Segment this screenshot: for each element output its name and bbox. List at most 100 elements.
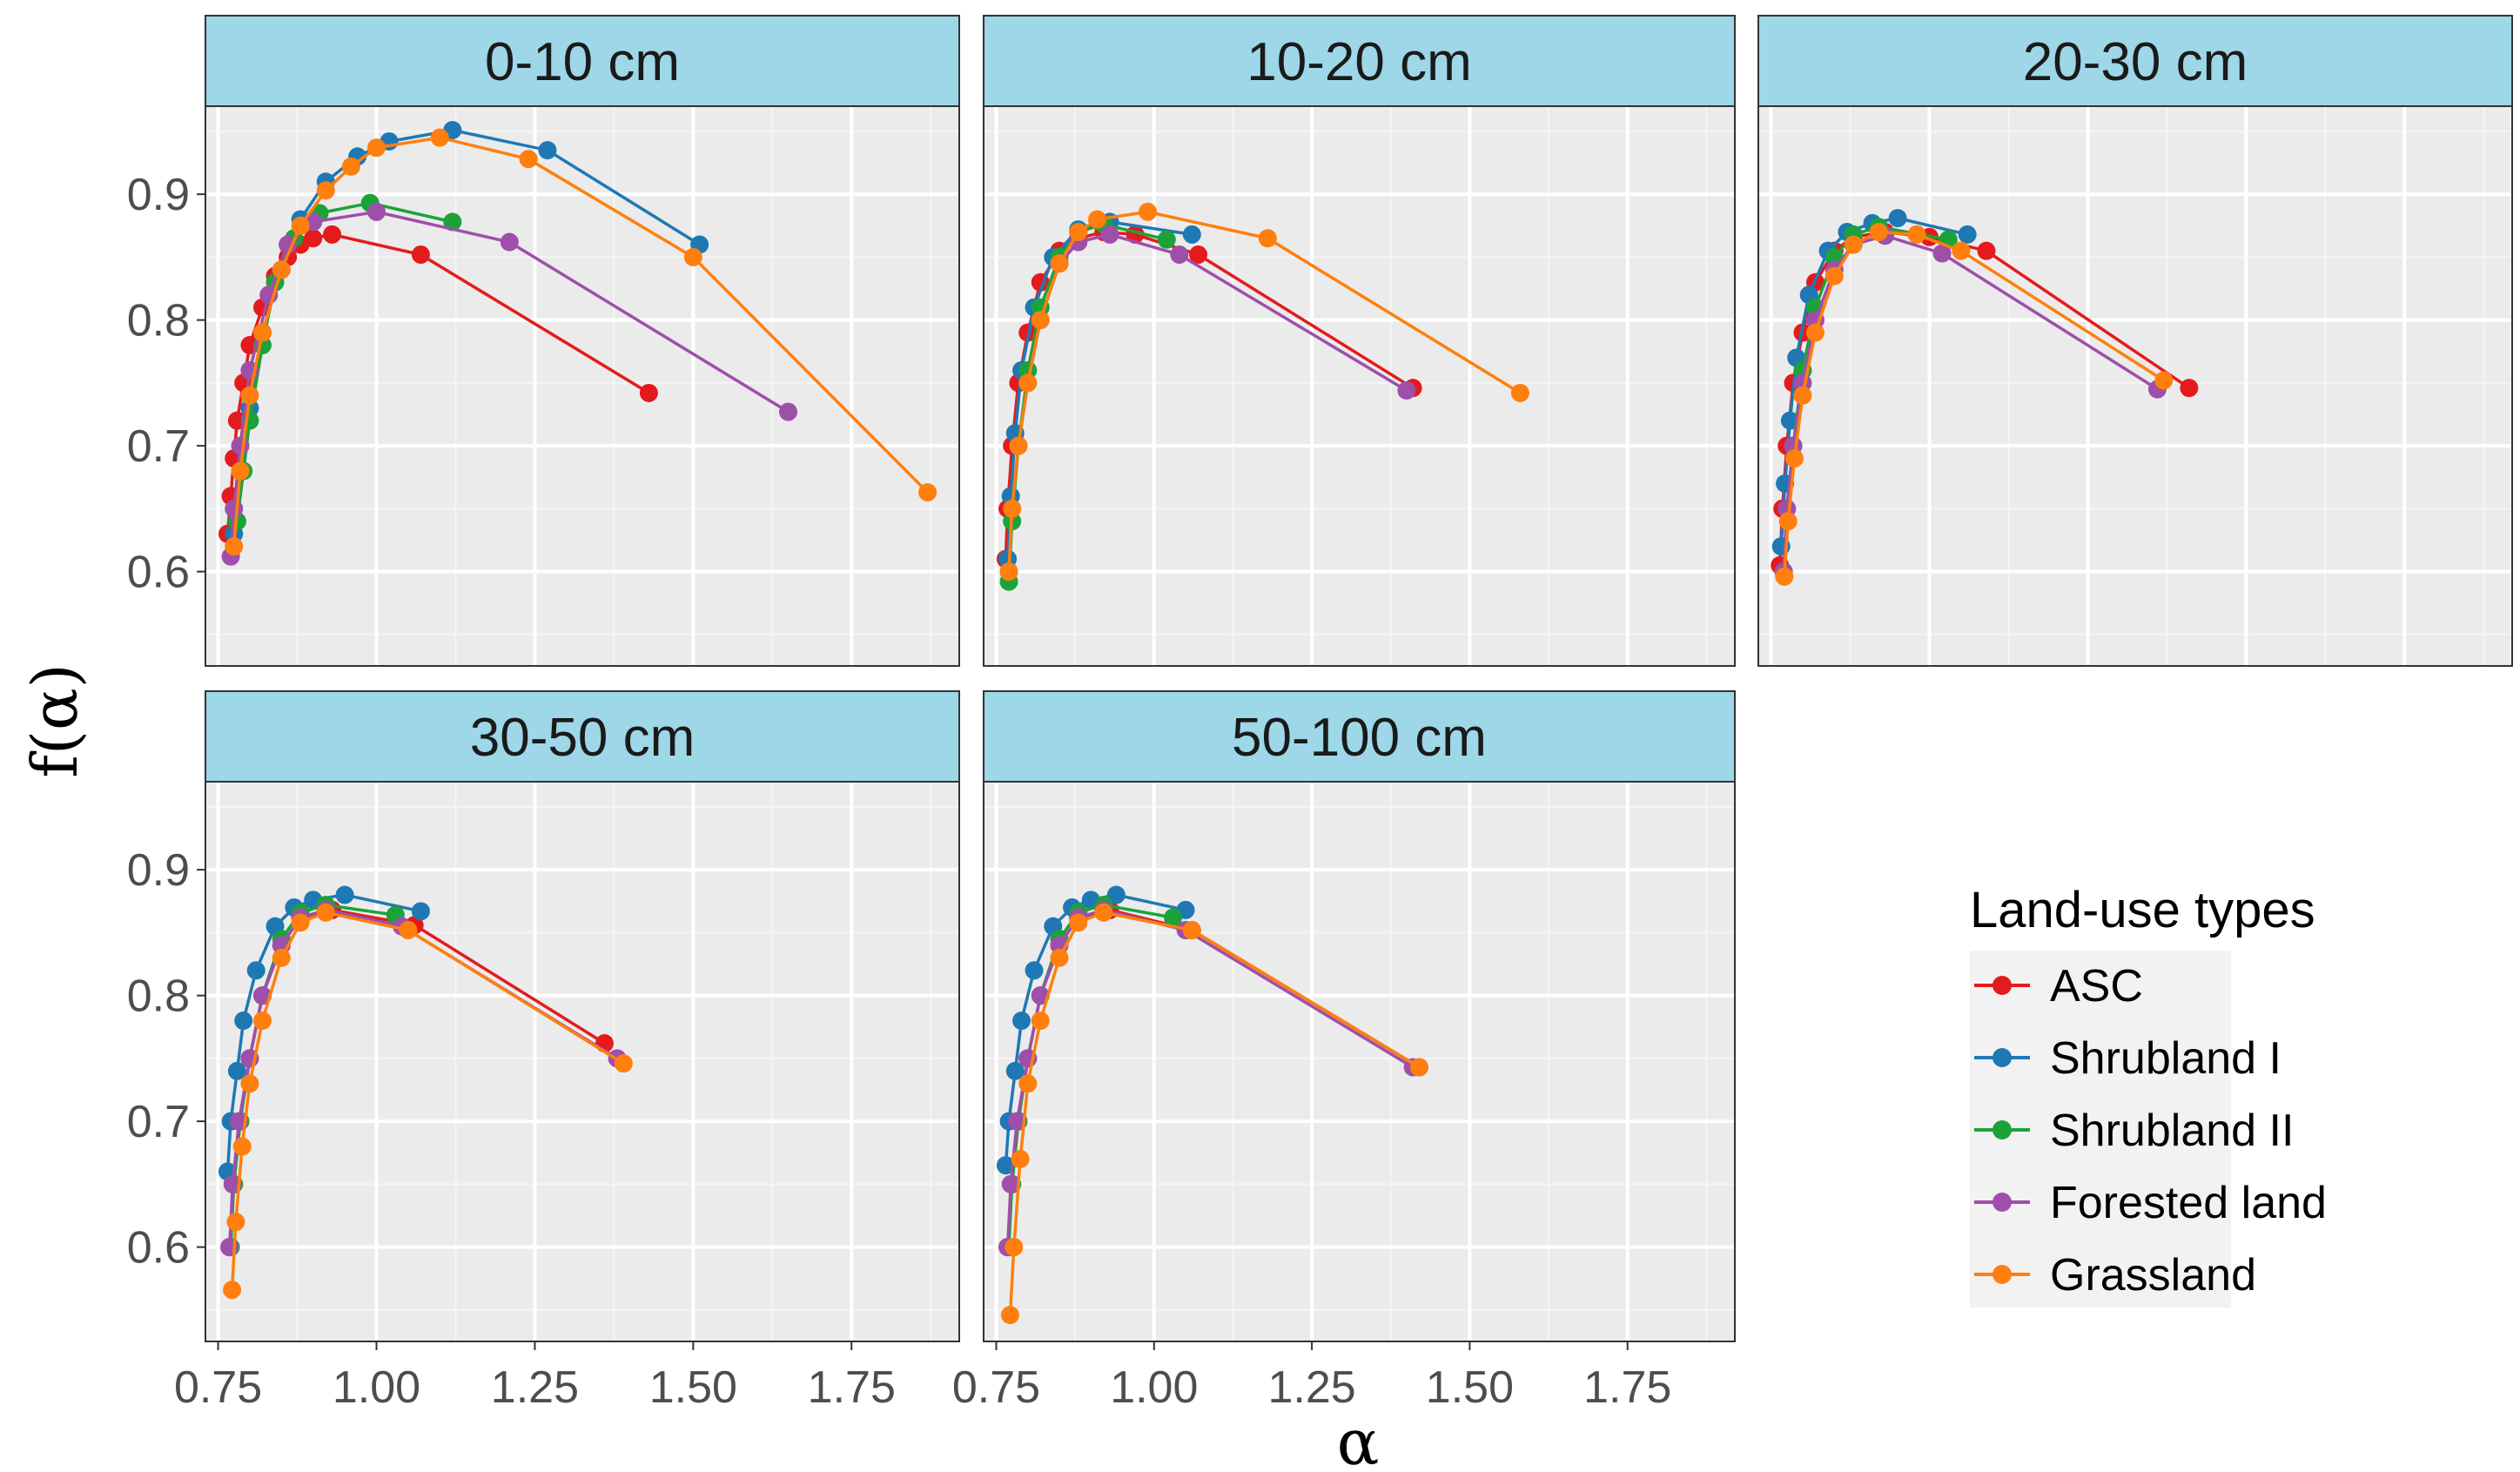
- data-point: [1977, 241, 1996, 260]
- data-point: [1003, 499, 1022, 518]
- legend-entry-forested-land: Forested land: [1974, 1178, 2327, 1228]
- data-point: [1031, 311, 1050, 330]
- data-point: [639, 383, 658, 402]
- legend-key-point: [1992, 1120, 2012, 1139]
- data-point: [227, 1061, 246, 1080]
- data-point: [232, 1137, 252, 1156]
- data-point: [1001, 1174, 1020, 1193]
- x-tick-label: 1.75: [1583, 1362, 1671, 1413]
- y-tick-label: 0.6: [127, 548, 190, 598]
- panel-border: [205, 105, 960, 667]
- series-line: [230, 911, 625, 1290]
- panel-border: [205, 781, 960, 1342]
- data-point: [2154, 371, 2174, 390]
- panel-background: [984, 106, 1735, 666]
- data-point: [341, 157, 360, 176]
- data-point: [411, 902, 430, 921]
- x-axis-title: α: [1337, 1406, 1380, 1472]
- legend-label: Shrubland I: [2050, 1033, 2281, 1084]
- data-point: [1018, 373, 1038, 393]
- data-point: [411, 245, 430, 265]
- y-tick-label: 0.8: [127, 971, 190, 1022]
- data-point: [1011, 1149, 1030, 1168]
- data-point: [231, 461, 250, 481]
- data-point: [366, 138, 386, 158]
- legend-entry-shrubland-ii: Shrubland II: [1974, 1106, 2294, 1156]
- data-point: [999, 562, 1018, 581]
- data-point: [246, 961, 265, 980]
- facet-strip: [983, 690, 1736, 783]
- series-grassland: [999, 202, 1529, 581]
- data-point: [1069, 913, 1088, 932]
- data-point: [399, 921, 418, 940]
- panel-border: [983, 105, 1736, 667]
- data-point: [1397, 381, 1416, 400]
- data-point: [996, 1156, 1015, 1175]
- data-point: [1182, 225, 1201, 244]
- panel-10-20-cm: 10-20 cm: [983, 15, 1736, 667]
- data-point: [323, 225, 342, 244]
- y-tick-label: 0.7: [127, 1097, 190, 1147]
- data-point: [1018, 1074, 1038, 1093]
- panel-border: [983, 781, 1736, 1342]
- data-point: [225, 537, 244, 556]
- x-tick-label: 1.50: [649, 1362, 737, 1413]
- data-point: [252, 323, 272, 342]
- series-grassland: [223, 903, 633, 1300]
- series-line: [1008, 911, 1421, 1315]
- legend-label: Grassland: [2050, 1250, 2256, 1301]
- data-point: [240, 1074, 259, 1093]
- data-point: [1778, 512, 1798, 531]
- x-tick-label: 0.75: [952, 1362, 1040, 1413]
- data-point: [1888, 209, 1907, 228]
- data-point: [240, 386, 259, 405]
- data-point: [1000, 1306, 1019, 1325]
- legend-title: Land-use types: [1970, 882, 2315, 938]
- x-tick-label: 1.75: [808, 1362, 896, 1413]
- data-point: [1952, 241, 1971, 260]
- data-point: [1157, 230, 1176, 249]
- legend-key-point: [1992, 1193, 2012, 1212]
- x-tick-label: 1.00: [1110, 1362, 1198, 1413]
- series-line: [1782, 233, 2159, 572]
- series-grassland: [1775, 222, 2174, 586]
- panel-background: [1758, 106, 2512, 666]
- data-point: [1784, 449, 1804, 468]
- data-point: [1106, 885, 1126, 904]
- data-point: [1170, 245, 1189, 265]
- legend-label: Shrubland II: [2050, 1106, 2294, 1156]
- panel-0-10-cm: 0-10 cm 0.6 0.7 0.8 0.9: [127, 15, 960, 667]
- data-point: [304, 229, 323, 248]
- legend-entry-grassland: Grassland: [1974, 1250, 2256, 1301]
- series-grassland: [1000, 903, 1428, 1325]
- facet-strip-label: 10-20 cm: [1247, 32, 1471, 92]
- data-point: [1031, 1012, 1050, 1031]
- legend-key-point: [1992, 1048, 2012, 1067]
- legend-key-point: [1992, 1265, 2012, 1284]
- facet-strip-label: 0-10 cm: [485, 32, 680, 92]
- data-point: [316, 181, 335, 200]
- data-point: [1932, 244, 1952, 263]
- data-point: [1009, 436, 1028, 455]
- data-point: [1050, 254, 1069, 273]
- y-tick-label: 0.6: [127, 1223, 190, 1274]
- data-point: [519, 150, 538, 169]
- data-point: [1050, 948, 1069, 967]
- legend: Land-use types ASC Shrubland I Shrubland II…: [1970, 882, 2327, 1307]
- data-point: [366, 202, 386, 221]
- x-tick-label: 1.00: [333, 1362, 420, 1413]
- data-point: [779, 402, 798, 421]
- data-point: [443, 212, 462, 232]
- data-point: [1182, 921, 1201, 940]
- legend-key-point: [1992, 976, 2012, 995]
- data-point: [1094, 903, 1113, 922]
- data-point: [1409, 1058, 1428, 1077]
- data-point: [1164, 908, 1183, 927]
- facet-strip-label: 20-30 cm: [2023, 32, 2248, 92]
- data-point: [1907, 225, 1926, 244]
- data-point: [1189, 245, 1208, 265]
- data-point: [430, 128, 449, 147]
- facet-strip-label: 30-50 cm: [470, 708, 695, 768]
- data-point: [1100, 225, 1119, 244]
